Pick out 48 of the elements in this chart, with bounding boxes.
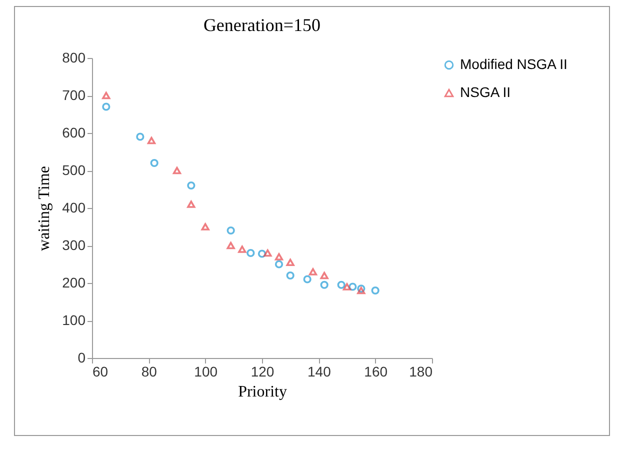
point — [226, 226, 235, 235]
x-tick-label: 120 — [250, 364, 274, 380]
x-tick-label: 60 — [92, 364, 108, 380]
point — [150, 158, 158, 168]
x-tick-label: 180 — [409, 364, 433, 380]
point — [102, 102, 110, 111]
point — [342, 283, 352, 290]
point — [320, 272, 328, 280]
legend-label: NSGA II — [460, 84, 511, 100]
y-tick-label: 100 — [62, 312, 86, 328]
point — [337, 280, 346, 289]
point — [274, 253, 284, 260]
point — [147, 136, 156, 144]
x-tick-label: 140 — [307, 364, 332, 380]
y-tick-label: 600 — [62, 124, 86, 140]
x-tick-label: 100 — [194, 364, 218, 380]
point — [201, 223, 210, 230]
point — [274, 260, 284, 268]
point — [187, 200, 196, 208]
point — [371, 286, 380, 295]
y-tick-label: 200 — [62, 274, 86, 290]
x-axis-title: Priority — [238, 384, 287, 400]
legend-label: Modified NSGA II — [460, 56, 568, 72]
point — [136, 132, 144, 141]
point — [348, 282, 357, 291]
y-tick-label: 400 — [62, 200, 86, 216]
point — [226, 242, 235, 250]
point — [320, 280, 328, 289]
x-tick-label: 160 — [364, 364, 388, 380]
point — [246, 248, 255, 258]
y-tick-label: 800 — [62, 50, 86, 66]
y-tick-label: 700 — [62, 87, 86, 103]
point — [172, 166, 182, 174]
y-tick-label: 500 — [62, 162, 86, 178]
point — [187, 181, 196, 190]
point — [286, 258, 294, 266]
chart-title: Generation=150 — [203, 15, 321, 35]
y-tick-label: 0 — [78, 350, 86, 366]
y-tick-label: 300 — [62, 237, 86, 253]
point — [102, 92, 110, 100]
point — [258, 250, 266, 258]
x-tick-label: 80 — [141, 364, 158, 380]
point — [238, 246, 246, 253]
y-axis-title: waiting Time — [36, 166, 54, 251]
point — [303, 275, 312, 284]
point — [286, 271, 294, 280]
point — [264, 249, 272, 257]
point — [308, 268, 318, 276]
